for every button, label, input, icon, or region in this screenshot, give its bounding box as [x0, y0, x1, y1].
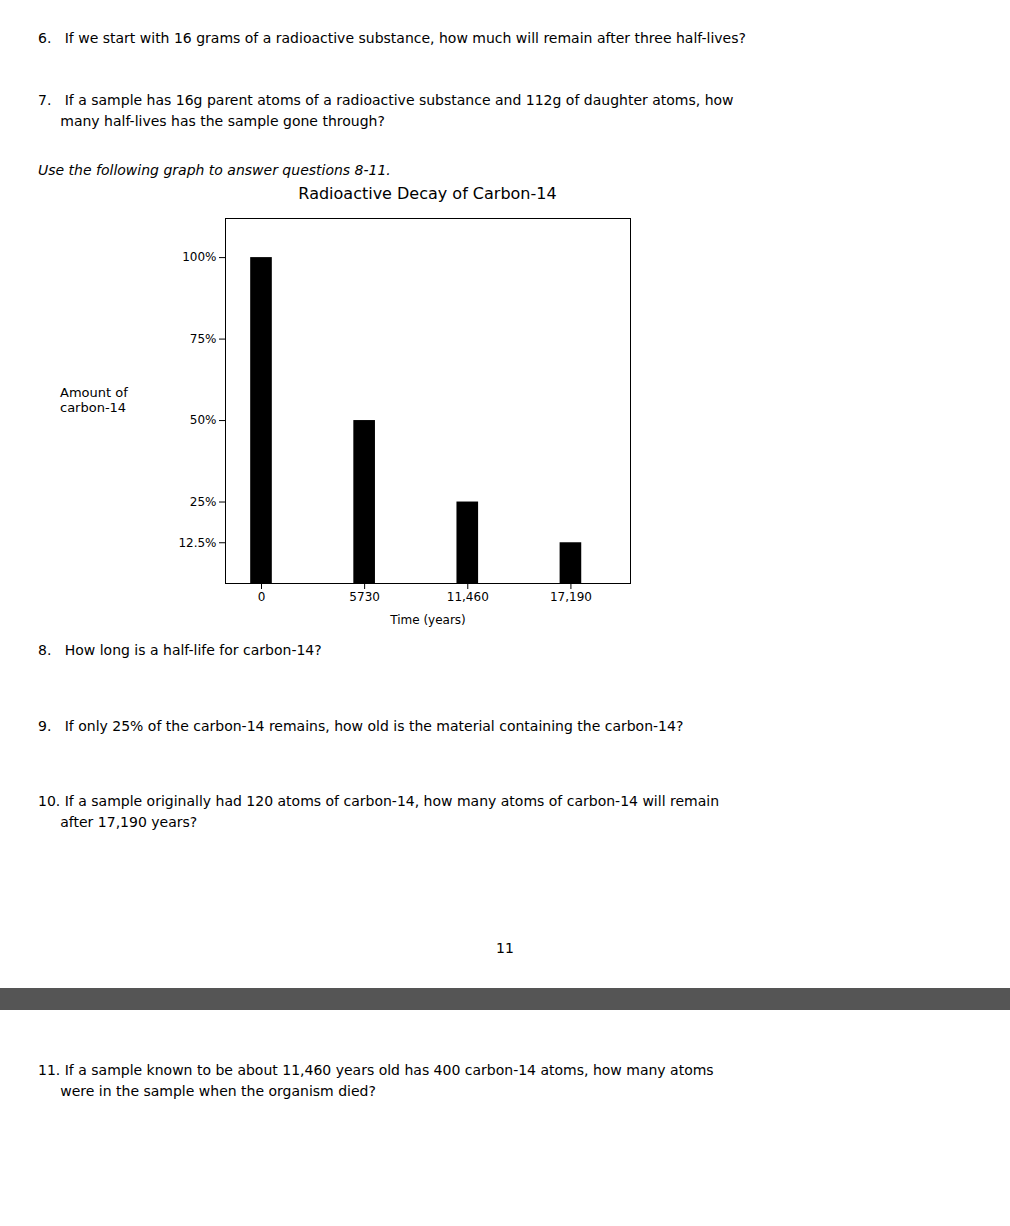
- html-text:9. If only 25% of the carbon-1: 9. If only 25% of the carbon-14 remains,…: [38, 718, 684, 734]
- html-text:11: 11: [496, 940, 514, 956]
- svg-text:100%: 100%: [182, 250, 216, 264]
- html-text:Amount of carbon-14: Amount of carbon-14: [60, 384, 128, 415]
- html-text:many half-lives has the sample: many half-lives has the sample gone thro…: [38, 113, 385, 129]
- html-text:after 17,190 years?: after 17,190 years?: [38, 814, 198, 830]
- svg-text:12.5%: 12.5%: [178, 536, 216, 550]
- html-text:Radioactive Decay of Carbon-14: Radioactive Decay of Carbon-14: [298, 184, 557, 203]
- html-text:10. If a sample originally had: 10. If a sample originally had 120 atoms…: [38, 793, 719, 809]
- svg-text:17,190: 17,190: [550, 590, 592, 604]
- svg-text:11,460: 11,460: [447, 590, 489, 604]
- html-text:Use the following graph to ans: Use the following graph to answer questi…: [38, 162, 391, 178]
- html-text:8. How long is a half-life for: 8. How long is a half-life for carbon-14…: [38, 642, 322, 658]
- html-text:11. If a sample known to be ab: 11. If a sample known to be about 11,460…: [38, 1062, 714, 1078]
- svg-text:Time (years): Time (years): [389, 613, 466, 627]
- html-text:7. If a sample has 16g parent: 7. If a sample has 16g parent atoms of a…: [38, 92, 734, 108]
- svg-text:50%: 50%: [190, 413, 217, 427]
- html-text:6. If we start with 16 grams o: 6. If we start with 16 grams of a radioa…: [38, 30, 746, 46]
- svg-text:5730: 5730: [349, 590, 380, 604]
- svg-text:75%: 75%: [190, 332, 217, 346]
- svg-text:0: 0: [258, 590, 266, 604]
- svg-text:25%: 25%: [190, 495, 217, 509]
- html-text:were in the sample when the or: were in the sample when the organism die…: [38, 1083, 376, 1099]
